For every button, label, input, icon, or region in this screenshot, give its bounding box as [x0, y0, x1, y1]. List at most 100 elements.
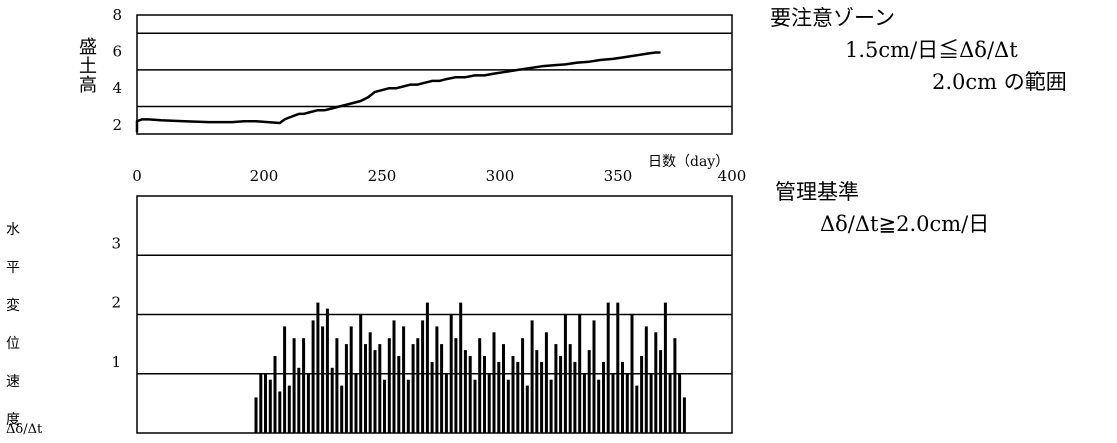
displacement-rate-bar [487, 373, 491, 434]
displacement-rate-bar [497, 361, 501, 433]
displacement-rate-bar [668, 373, 672, 434]
top-y-axis-label-char: 盛 [79, 37, 97, 58]
x-tick-label: 0 [132, 167, 142, 185]
displacement-rate-bar [578, 314, 582, 433]
displacement-rate-bar [387, 338, 391, 433]
top-y-tick-label: 8 [112, 6, 122, 24]
displacement-rate-bar [478, 338, 482, 433]
displacement-rate-bar [302, 338, 306, 433]
displacement-rate-bar [278, 391, 282, 433]
bottom-y-axis-label-char: 水 [6, 222, 20, 238]
displacement-rate-bar [463, 350, 467, 433]
displacement-rate-bar [321, 326, 325, 433]
displacement-rate-bar [635, 385, 639, 433]
displacement-rate-bar [325, 308, 329, 433]
management-standard-line1: Δδ/Δt≧2.0cm/日 [820, 212, 990, 236]
bottom-y-axis-label-char: 位 [6, 336, 20, 352]
displacement-rate-bar [283, 326, 287, 433]
bottom-y-axis-label-char: 平 [6, 260, 20, 276]
displacement-rate-bar [421, 320, 425, 433]
displacement-rate-bar [468, 356, 472, 433]
x-tick-label: 400 [718, 167, 747, 185]
bottom-y-axis-label-char: 度 [6, 412, 20, 428]
displacement-rate-bar [568, 344, 572, 433]
caution-zone-line2: 2.0cm の範囲 [932, 70, 1067, 94]
displacement-rate-bar [544, 332, 548, 433]
displacement-rate-bar [268, 379, 272, 433]
displacement-rate-bar [663, 302, 667, 433]
displacement-rate-bar [254, 397, 258, 433]
displacement-rate-bar [378, 344, 382, 433]
displacement-rate-bar [535, 350, 539, 433]
displacement-rate-bar [359, 314, 363, 433]
top-plot-frame [136, 14, 733, 135]
bottom-y-tick-label: 3 [111, 234, 121, 252]
displacement-rate-bar [454, 338, 458, 433]
displacement-rate-bar [540, 361, 544, 433]
displacement-rate-bar [530, 320, 534, 433]
displacement-rate-bar [563, 314, 567, 433]
bottom-y-tick-label: 1 [111, 353, 121, 371]
embankment-height-line [135, 51, 661, 133]
displacement-rate-bar [602, 361, 605, 433]
displacement-rate-bar [340, 385, 344, 433]
displacement-rate-bar [502, 344, 505, 433]
displacement-rate-bar [483, 356, 486, 433]
displacement-rate-bar [640, 356, 644, 433]
displacement-rate-bar [644, 326, 648, 433]
displacement-rate-bar [559, 356, 563, 433]
displacement-rate-bar [592, 320, 596, 433]
displacement-rate-bar [397, 356, 401, 433]
top-y-tick-label: 4 [112, 79, 122, 97]
displacement-rate-bar [402, 326, 406, 433]
displacement-rate-bar [344, 344, 348, 433]
displacement-rate-bar [311, 320, 315, 433]
displacement-rate-bar [373, 350, 377, 433]
bottom-y-tick-label: 2 [111, 294, 121, 312]
bottom-y-axis-label-char: 変 [6, 297, 20, 314]
displacement-rate-bar [297, 367, 301, 433]
displacement-rate-bar [673, 338, 677, 433]
x-axis-label: 日数（day） [648, 154, 729, 170]
displacement-rate-bar [440, 344, 444, 433]
x-tick-label: 300 [486, 167, 515, 185]
displacement-rate-bar [516, 361, 520, 433]
displacement-rate-bar [587, 350, 591, 433]
displacement-rate-bar [335, 338, 339, 433]
displacement-rate-bar [654, 332, 658, 433]
displacement-rate-bar [659, 350, 663, 433]
displacement-rate-bar [416, 338, 420, 433]
displacement-rate-bar [406, 379, 410, 433]
displacement-rate-bar [273, 356, 277, 433]
displacement-rate-bar [449, 314, 453, 433]
displacement-rate-bar [582, 373, 586, 434]
displacement-rate-bar [649, 373, 653, 434]
displacement-rate-bar [597, 379, 601, 433]
displacement-rate-bar [492, 332, 496, 433]
displacement-rate-bar [473, 379, 477, 433]
displacement-rate-bar [306, 373, 310, 434]
displacement-rate-bar [444, 373, 448, 434]
displacement-rate-bar [630, 314, 634, 433]
displacement-rate-bar [392, 320, 396, 433]
displacement-rate-bar [330, 367, 334, 433]
displacement-rate-bar [621, 361, 624, 433]
management-standard-title: 管理基準 [775, 180, 859, 204]
displacement-rate-bar [264, 373, 267, 434]
displacement-rate-bar [682, 397, 686, 433]
bottom-y-axis-label-char: 速 [6, 374, 20, 390]
displacement-rate-bar [611, 373, 615, 434]
displacement-rate-bar [411, 344, 415, 433]
displacement-rate-bar [364, 344, 367, 433]
displacement-rate-bar [430, 361, 434, 433]
displacement-rate-bar [521, 338, 525, 433]
displacement-rate-bar [292, 338, 296, 433]
displacement-rate-bar [625, 373, 629, 434]
caution-zone-line1: 1.5cm/日≦Δδ/Δt [845, 38, 1018, 62]
x-tick-label: 250 [368, 167, 397, 185]
displacement-rate-bar [368, 332, 372, 433]
displacement-rate-bar [511, 356, 515, 433]
displacement-rate-bar [573, 361, 577, 433]
